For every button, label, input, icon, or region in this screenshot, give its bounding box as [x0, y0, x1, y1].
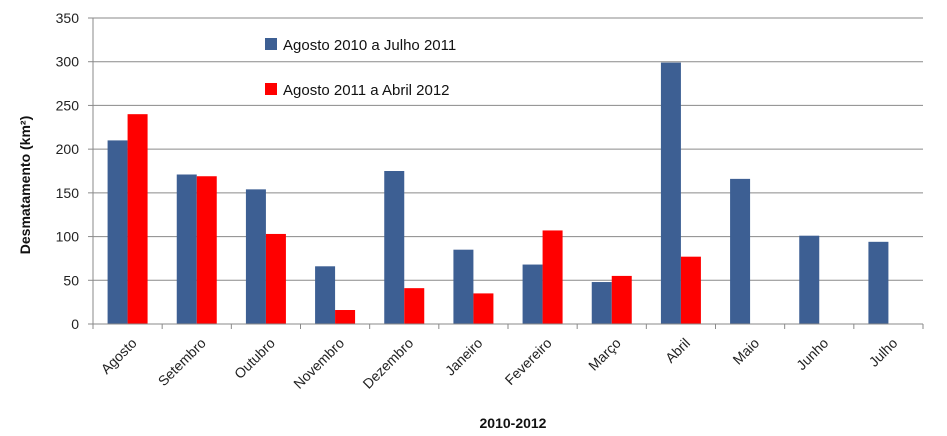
bar-series-1-julho: [868, 241, 889, 324]
y-tick-label: 300: [56, 54, 80, 70]
legend-label-series-1: Agosto 2010 a Julho 2011: [283, 37, 456, 54]
bar-series-2-dezembro: [404, 288, 425, 324]
bar-series-1-outubro: [245, 189, 266, 324]
x-tick-label: Outubro: [231, 335, 278, 382]
y-tick-label: 350: [56, 10, 80, 26]
x-tick-label: Abril: [662, 335, 693, 366]
gridlines: [88, 17, 923, 325]
x-tick-label: Julho: [866, 335, 901, 370]
bar-series-2-outubro: [265, 233, 286, 324]
bar-series-2-março: [611, 275, 632, 324]
bar-series-2-agosto: [127, 114, 148, 325]
legend: Agosto 2010 a Julho 2011 Agosto 2011 a A…: [265, 37, 456, 99]
y-tick-label: 150: [56, 185, 80, 201]
bar-series-1-agosto: [107, 140, 128, 324]
y-tick-label: 0: [71, 316, 79, 332]
x-tick-label: Janeiro: [442, 335, 486, 379]
bar-series-1-fevereiro: [522, 264, 543, 324]
bar-series-2-abril: [680, 256, 701, 324]
x-tick-label: Fevereiro: [502, 335, 555, 388]
x-tick-label: Agosto: [98, 335, 140, 377]
bar-series-1-dezembro: [384, 171, 405, 324]
y-tick-label: 200: [56, 141, 80, 157]
y-tick-labels: 0 50 100 150 200 250 300 350: [56, 10, 80, 332]
x-tick-label: Maio: [729, 335, 762, 368]
bar-series-1-novembro: [315, 266, 336, 324]
x-tick-label: Dezembro: [359, 335, 416, 392]
x-tick-label: Novembro: [290, 335, 347, 392]
bar-series-1-maio: [730, 178, 751, 324]
bar-series-1-janeiro: [453, 249, 474, 324]
bar-series-2-fevereiro: [542, 230, 563, 324]
y-tick-label: 100: [56, 229, 80, 245]
x-tick-label: Junho: [793, 335, 831, 373]
x-axis-title: 2010-2012: [480, 415, 547, 431]
y-tick-label: 50: [63, 272, 79, 288]
bar-series-2-novembro: [335, 310, 356, 324]
x-tick-label: Setembro: [155, 335, 209, 389]
bar-series-1-março: [591, 282, 612, 324]
x-tick-label: Março: [585, 335, 624, 374]
bar-series-1-junho: [799, 235, 820, 324]
y-tick-label: 250: [56, 97, 80, 113]
bar-series-2-setembro: [196, 176, 217, 324]
axes: [92, 18, 924, 329]
bars: [107, 62, 889, 325]
legend-swatch-series-2: [265, 83, 277, 95]
bar-series-1-setembro: [176, 174, 197, 324]
x-tick-labels: Agosto Setembro Outubro Novembro Dezembro Jan…: [98, 335, 901, 392]
y-axis-title: Desmatamento (km²): [17, 116, 33, 254]
legend-swatch-series-1: [265, 38, 277, 50]
legend-label-series-2: Agosto 2011 a Abril 2012: [283, 82, 450, 99]
bar-series-1-abril: [660, 62, 681, 325]
bar-series-2-janeiro: [473, 293, 494, 324]
